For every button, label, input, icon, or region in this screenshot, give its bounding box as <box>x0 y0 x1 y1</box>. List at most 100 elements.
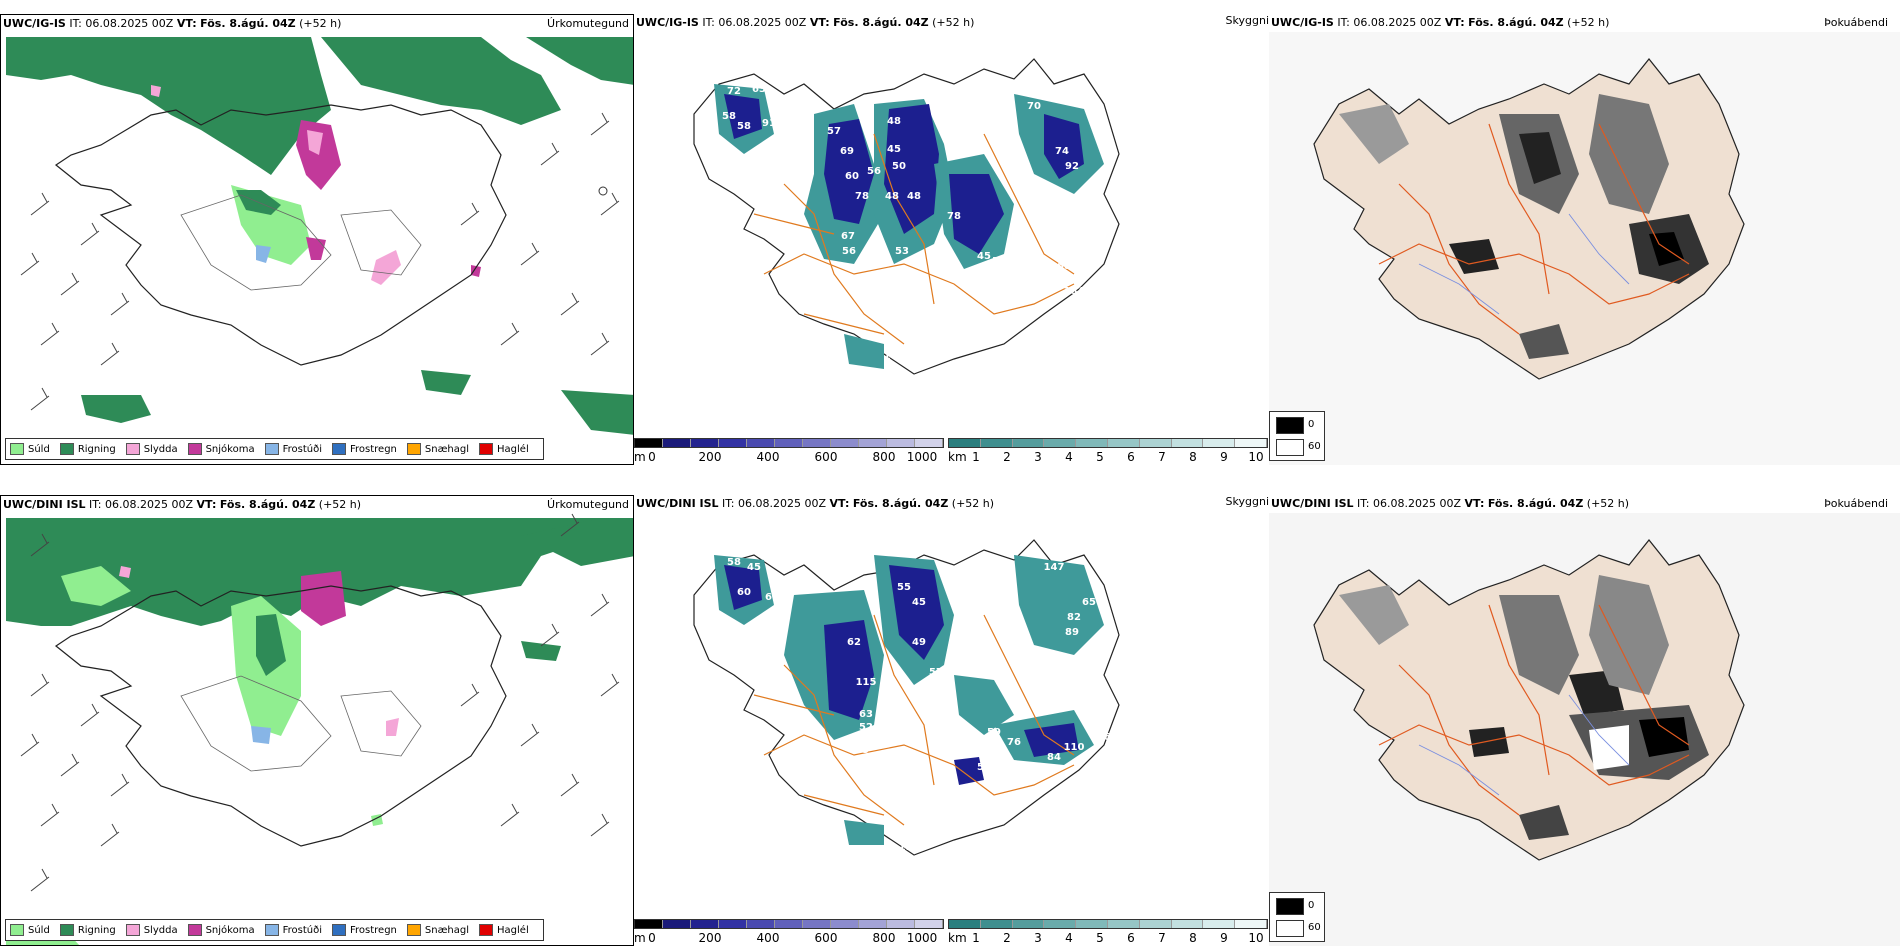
tick-label: 600 <box>814 450 838 464</box>
tick-label: 0 <box>648 450 656 464</box>
cloud-base-label: 113 <box>899 842 920 853</box>
color-step <box>691 920 719 928</box>
fog-swatch-0 <box>1276 898 1304 915</box>
cloud-base-label: 52 <box>977 762 991 773</box>
product-label: Úrkomutegund <box>547 17 629 30</box>
tick-label: 600 <box>814 931 838 945</box>
ceiling-colorbar-strip <box>634 438 944 448</box>
product-label: Þokuábendi <box>1824 497 1888 510</box>
cloud-base-label: 52 <box>957 807 971 818</box>
tick-label: 9 <box>1220 450 1228 464</box>
color-step <box>1235 920 1267 928</box>
legend-item: Frostregn <box>332 924 397 936</box>
unit-label: km <box>948 931 967 945</box>
tick-label: 10 <box>1248 931 1264 945</box>
cloud-base-label: 59 <box>987 727 1001 738</box>
cloud-panel-bottom: UWC/DINI ISL IT: 06.08.2025 00Z VT: Fös.… <box>634 495 1269 946</box>
color-step <box>915 920 943 928</box>
tick-label: 6 <box>1127 450 1135 464</box>
tick-label: 800 <box>872 931 896 945</box>
color-step <box>635 439 663 447</box>
unit-label: m <box>634 931 646 945</box>
cloud-base-label: 45 <box>887 144 901 155</box>
tick-label: 6 <box>1127 931 1135 945</box>
drizzle-swatch <box>10 443 24 455</box>
cloud-base-label: 92 <box>1065 161 1079 172</box>
cloud-base-label: 60 <box>845 171 859 182</box>
cloud-base-label: 56 <box>867 166 881 177</box>
precip-type-legend: Súld Rigning Slydda Snjókoma Frostúði Fr… <box>5 438 544 460</box>
panel-title: UWC/DINI ISL IT: 06.08.2025 00Z VT: Fös.… <box>3 498 362 511</box>
color-step <box>949 920 981 928</box>
tick-label: 1000 <box>906 931 938 945</box>
rain-swatch <box>59 443 74 455</box>
visibility-colorbar: km 1 2 3 4 5 6 7 8 9 10 <box>948 438 1268 465</box>
tick-label: 7 <box>1158 450 1166 464</box>
unit-label: m <box>634 450 646 464</box>
legend-item: Slydda <box>125 443 178 455</box>
tick-label: 200 <box>698 931 722 945</box>
color-step <box>719 920 747 928</box>
color-step <box>831 920 859 928</box>
tick-label: 0 <box>648 931 656 945</box>
freezing-rain-swatch <box>332 443 346 455</box>
tick-label: 5 <box>1096 931 1104 945</box>
cloud-base-label: 55 <box>855 745 869 756</box>
legend-item: Snæhagl <box>406 443 469 455</box>
color-step <box>949 439 981 447</box>
color-step <box>719 439 747 447</box>
cloud-base-label: 145 <box>884 351 905 362</box>
color-step <box>1044 920 1077 928</box>
color-step <box>980 439 1013 447</box>
tick-label: 7 <box>1158 931 1166 945</box>
color-step <box>1203 439 1236 447</box>
color-step <box>1139 439 1172 447</box>
color-step <box>1171 439 1204 447</box>
fog-panel-bottom: UWC/DINI ISL IT: 06.08.2025 00Z VT: Fös.… <box>1269 495 1900 946</box>
freezing-drizzle-swatch <box>264 924 279 936</box>
cloud-base-label: 45 <box>747 562 761 573</box>
tick-label: 1000 <box>906 450 938 464</box>
color-step <box>1139 920 1172 928</box>
cloud-base-label: 60 <box>737 587 751 598</box>
hail-swatch <box>479 924 494 936</box>
cloud-base-label: 58 <box>737 121 751 132</box>
cloud-base-label: 48 <box>907 191 921 202</box>
cloud-base-label: 45 <box>977 251 991 262</box>
cloud-base-label: 184 <box>1064 286 1085 297</box>
ceiling-colorbar: m 0 200 400 600 800 1000 <box>634 438 944 465</box>
tick-label: 2 <box>1003 931 1011 945</box>
cloud-base-label: 58 <box>727 557 741 568</box>
freezing-drizzle-swatch <box>264 443 279 455</box>
hail-swatch <box>479 443 494 455</box>
cloud-base-label: 74 <box>1055 146 1069 157</box>
color-step <box>1107 920 1140 928</box>
cloud-base-label: 63 <box>752 84 766 95</box>
color-step <box>803 920 831 928</box>
tick-label: 4 <box>1065 931 1073 945</box>
color-step <box>859 920 887 928</box>
color-step <box>1076 439 1108 447</box>
cloud-base-label: 62 <box>847 637 861 648</box>
cloud-base-label: 69 <box>840 146 854 157</box>
snow-pellets-swatch <box>406 924 421 936</box>
fog-swatch-60 <box>1276 920 1304 937</box>
legend-item: Frostregn <box>332 443 397 455</box>
cloud-base-label: 80 <box>972 286 986 297</box>
fog-legend-label: 60 <box>1308 922 1321 933</box>
snow-swatch <box>187 443 202 455</box>
cloud-base-label: 49 <box>912 637 926 648</box>
fog-legend: 0 60 <box>1269 411 1325 461</box>
legend-item: Frostúði <box>264 924 322 936</box>
fog-panel-top: UWC/IG-IS IT: 06.08.2025 00Z VT: Fös. 8.… <box>1269 14 1900 465</box>
legend-item: Snjókoma <box>187 924 255 936</box>
cloud-base-label: 48 <box>887 116 901 127</box>
color-step <box>803 439 831 447</box>
precip-panel-bottom: UWC/DINI ISL IT: 06.08.2025 00Z VT: Fös.… <box>0 495 634 946</box>
tick-label: 800 <box>872 450 896 464</box>
color-step <box>1235 439 1267 447</box>
cloud-base-label: 58 <box>722 111 736 122</box>
color-step <box>663 920 691 928</box>
color-step <box>831 439 859 447</box>
